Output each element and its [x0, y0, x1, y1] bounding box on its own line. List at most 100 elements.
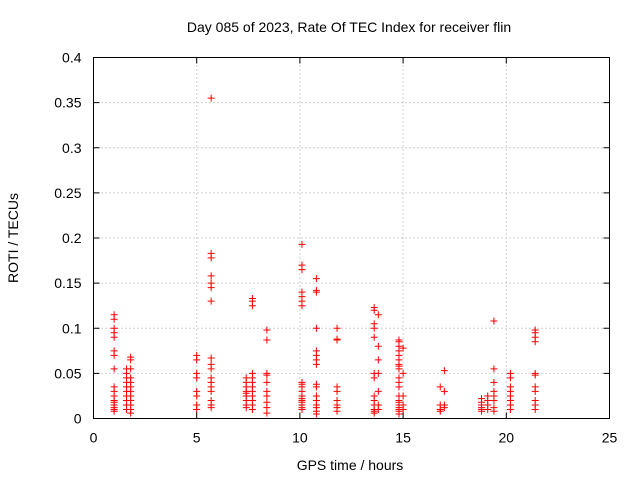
x-tick-label: 5 [193, 430, 201, 446]
data-point [490, 365, 498, 373]
data-point [374, 387, 382, 395]
data-point [374, 342, 382, 350]
y-tick-label: 0.25 [54, 185, 81, 201]
data-point [490, 396, 498, 404]
data-point [207, 284, 215, 292]
data-point [440, 387, 448, 395]
data-point [478, 407, 486, 415]
data-point [312, 275, 320, 283]
y-tick-label: 0.15 [54, 275, 81, 291]
x-tick-label: 20 [499, 430, 515, 446]
data-point [207, 297, 215, 305]
y-tick-labels: 0 0.05 0.1 0.15 0.2 0.25 0.3 0.35 0.4 [54, 50, 81, 427]
data-point [248, 405, 256, 413]
data-point [110, 407, 118, 415]
y-tick-label: 0.4 [62, 50, 82, 66]
chart-title: Day 085 of 2023, Rate Of TEC Index for r… [187, 19, 511, 35]
data-point [506, 374, 514, 382]
y-tick-label: 0.3 [62, 140, 82, 156]
data-point [374, 369, 382, 377]
data-point [207, 365, 215, 373]
data-point [399, 344, 407, 352]
data-point [490, 378, 498, 386]
y-axis-label: ROTI / TECUs [5, 193, 21, 283]
data-point [436, 407, 444, 415]
data-point [298, 266, 306, 274]
data-point [127, 365, 135, 373]
data-point [506, 405, 514, 413]
data-point [333, 324, 341, 332]
data-point [110, 351, 118, 359]
data-point [490, 317, 498, 325]
data-point [370, 409, 378, 417]
data-point [395, 383, 403, 391]
data-point [395, 410, 403, 418]
data-point [333, 387, 341, 395]
data-point [263, 371, 271, 379]
y-tick-label: 0.05 [54, 365, 81, 381]
data-point [531, 371, 539, 379]
data-point [248, 302, 256, 310]
data-point [333, 407, 341, 415]
data-point [312, 360, 320, 368]
data-point [440, 404, 448, 412]
data-point [263, 378, 271, 386]
data-point [242, 404, 250, 412]
data-point [207, 254, 215, 262]
data-point [110, 333, 118, 341]
data-point [127, 356, 135, 364]
data-point [312, 288, 320, 296]
data-point [312, 383, 320, 391]
data-point [531, 338, 539, 346]
plot-frame [93, 57, 610, 419]
data-point [333, 336, 341, 344]
data-point [484, 405, 492, 413]
x-tick-label: 0 [90, 430, 98, 446]
data-point [207, 387, 215, 395]
y-tick-label: 0.35 [54, 95, 81, 111]
y-tick-label: 0.1 [62, 320, 82, 336]
grid-lines [93, 57, 610, 419]
data-point [399, 369, 407, 377]
data-point [193, 392, 201, 400]
y-tick-label: 0.2 [62, 230, 82, 246]
data-point [263, 409, 271, 417]
data-point [370, 333, 378, 341]
data-point [263, 336, 271, 344]
data-point [436, 383, 444, 391]
data-point [374, 356, 382, 364]
data-point [490, 407, 498, 415]
data-point [395, 365, 403, 373]
axis-ticks [93, 57, 610, 419]
data-point [374, 405, 382, 413]
x-tick-labels: 0 5 10 15 20 25 [90, 430, 618, 446]
data-point [127, 409, 135, 417]
data-point [312, 410, 320, 418]
data-point [370, 374, 378, 382]
data-point [193, 356, 201, 364]
data-point [312, 324, 320, 332]
x-tick-label: 10 [292, 430, 308, 446]
data-point [531, 387, 539, 395]
data-point [298, 405, 306, 413]
data-point [110, 365, 118, 373]
data-point [374, 311, 382, 319]
data-point [370, 324, 378, 332]
x-tick-label: 25 [602, 430, 618, 446]
data-point [207, 94, 215, 102]
data-point [110, 315, 118, 323]
data-point [193, 405, 201, 413]
y-tick-label: 0 [74, 411, 82, 427]
x-tick-label: 15 [395, 430, 411, 446]
data-point [207, 354, 215, 362]
data-point [207, 272, 215, 280]
data-point [370, 306, 378, 314]
data-point [399, 392, 407, 400]
data-point [263, 392, 271, 400]
data-points [110, 94, 539, 418]
data-point [298, 240, 306, 248]
data-point [298, 302, 306, 310]
x-axis-label: GPS time / hours [297, 457, 404, 473]
data-point [531, 405, 539, 413]
data-point [399, 405, 407, 413]
